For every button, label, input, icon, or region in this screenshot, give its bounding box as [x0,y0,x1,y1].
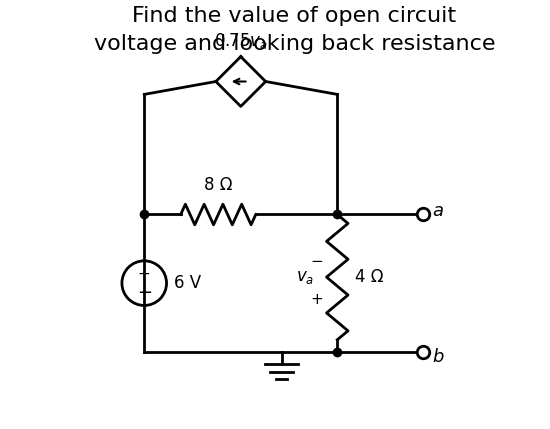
Text: $0.75v_a$: $0.75v_a$ [214,31,268,51]
Text: $-$: $-$ [310,252,323,266]
Text: voltage and looking back resistance: voltage and looking back resistance [94,34,495,54]
Text: $v_a$: $v_a$ [296,268,314,286]
Text: 6 V: 6 V [174,274,201,292]
Text: +: + [138,267,151,282]
Text: −: − [136,284,152,302]
Text: b: b [432,348,444,366]
Text: Find the value of open circuit: Find the value of open circuit [133,6,456,27]
Text: 4 Ω: 4 Ω [355,268,384,286]
Text: $+$: $+$ [310,292,323,307]
Text: 8 Ω: 8 Ω [204,176,233,194]
Text: a: a [432,202,443,220]
